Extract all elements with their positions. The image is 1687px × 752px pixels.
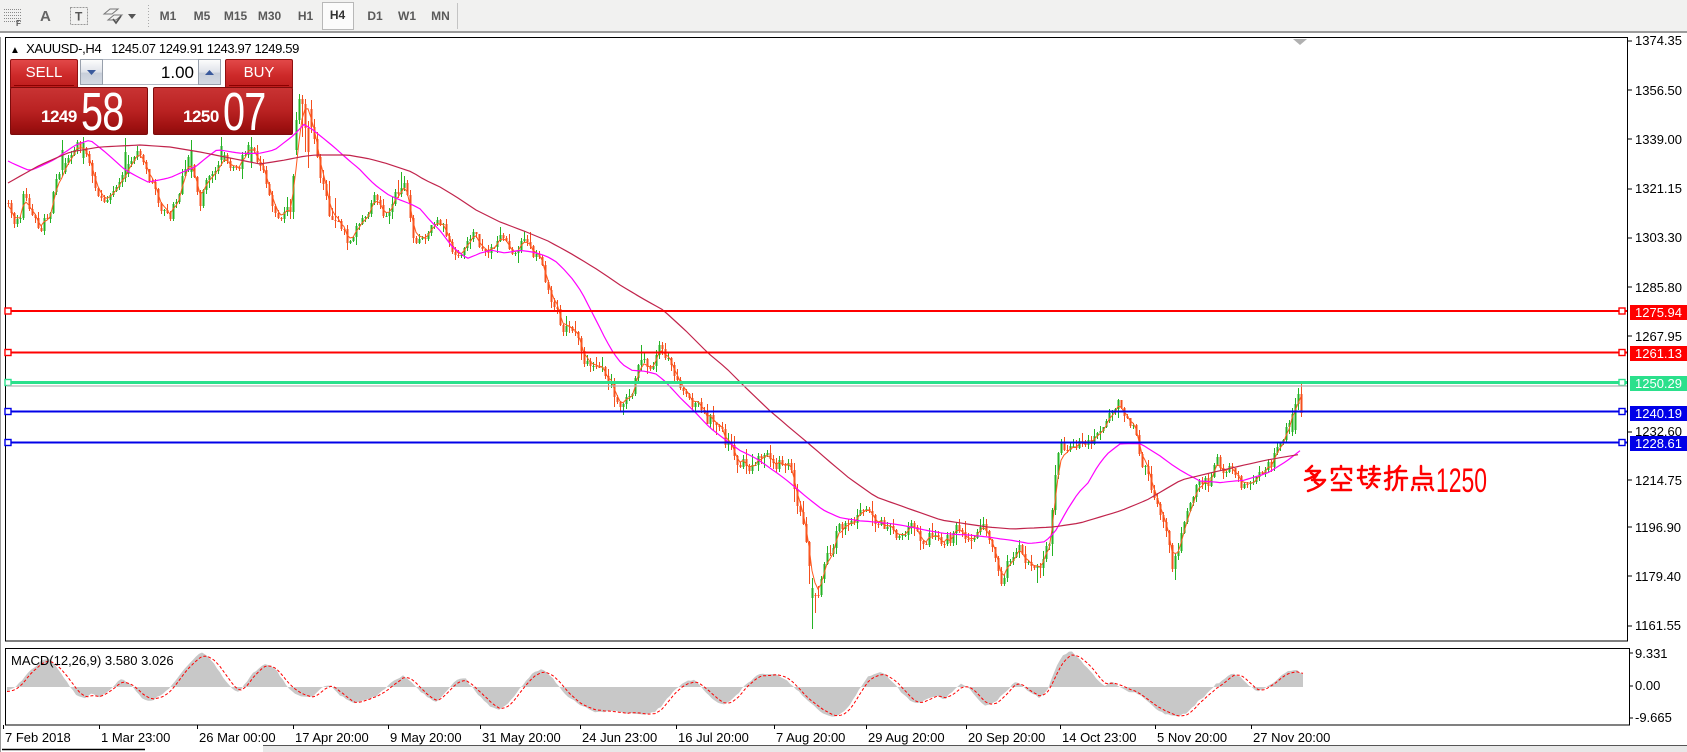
svg-text:1250: 1250	[1436, 462, 1487, 500]
svg-text:T: T	[75, 10, 83, 24]
svg-text:F: F	[16, 19, 21, 28]
svg-text:A: A	[40, 8, 51, 25]
